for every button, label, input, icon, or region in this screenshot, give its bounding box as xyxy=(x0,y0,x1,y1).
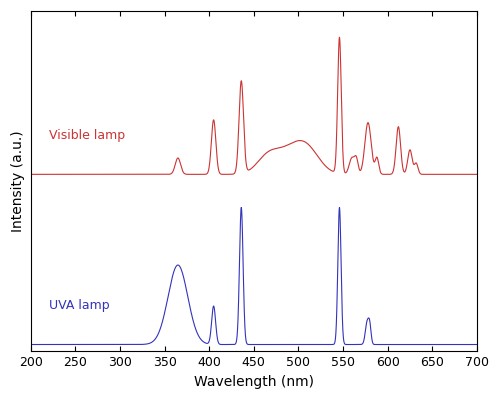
X-axis label: Wavelength (nm): Wavelength (nm) xyxy=(194,375,314,389)
Text: Visible lamp: Visible lamp xyxy=(48,129,124,142)
Y-axis label: Intensity (a.u.): Intensity (a.u.) xyxy=(11,130,25,232)
Text: UVA lamp: UVA lamp xyxy=(48,299,109,312)
